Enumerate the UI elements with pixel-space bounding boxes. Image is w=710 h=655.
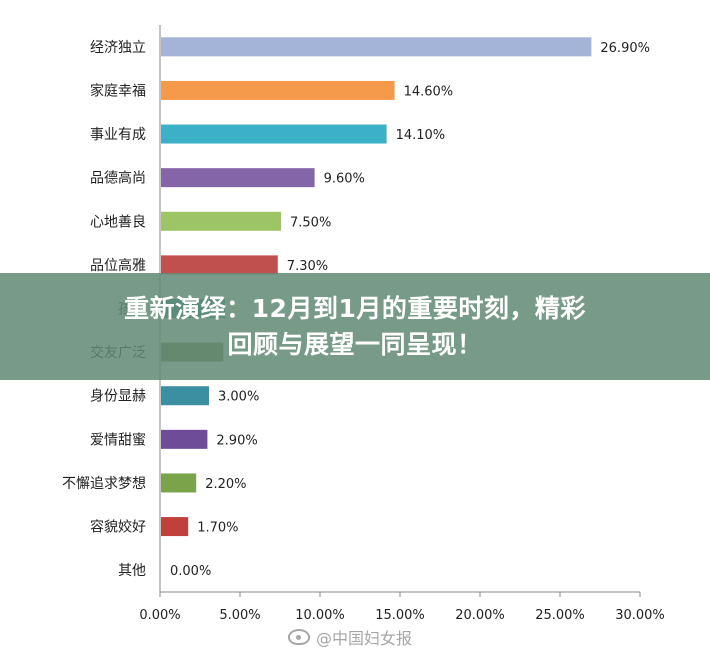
value-label-11: 2.20% (205, 477, 246, 492)
bar-10 (161, 429, 208, 449)
x-tick-label-2: 5.00% (219, 608, 260, 623)
value-label-10: 2.90% (216, 433, 257, 448)
value-label-3: 14.10% (396, 128, 446, 143)
value-label-13: 0.00% (170, 564, 211, 579)
banner-line-2: 回顾与展望一同呈现！ (227, 329, 483, 359)
watermark-text: @中国妇女报 (316, 629, 413, 648)
category-label-6: 品位高雅 (90, 257, 146, 274)
x-tick-label-3: 10.00% (295, 608, 345, 623)
x-tick-label-4: 15.00% (375, 608, 425, 623)
category-label-10: 爱情甜蜜 (90, 432, 146, 448)
value-label-1: 26.90% (600, 41, 650, 56)
category-label-9: 身份显赫 (90, 389, 146, 405)
value-label-4: 9.60% (324, 172, 365, 187)
category-label-1: 经济独立 (90, 40, 146, 56)
category-label-5: 心地善良 (90, 214, 146, 230)
value-label-5: 7.50% (290, 215, 331, 230)
watermark: @中国妇女报 (288, 626, 412, 648)
category-label-2: 家庭幸福 (90, 82, 146, 99)
x-tick-label-6: 25.00% (535, 608, 585, 623)
category-label-12: 容貌姣好 (90, 519, 146, 536)
bar-11 (161, 473, 197, 493)
bars-group: 经济独立 26.90% 家庭幸福 14.60% 事业有成 14.10% 品德高尚 9.60% 心… (62, 37, 650, 579)
x-tick-label-7: 30.00% (615, 608, 665, 623)
x-tick-label-5: 20.00% (455, 608, 505, 623)
banner-line-1: 重新演绎：12月到1月的重要时刻，精彩 (124, 293, 586, 323)
category-label-13: 其他 (118, 563, 146, 579)
bar-1 (161, 37, 592, 57)
category-label-11: 不懈追求梦想 (62, 475, 146, 492)
x-ticks-group: 0.00% 5.00% 10.00% 15.00% 20.00% 25.00% 30.00% (139, 592, 665, 623)
bar-12 (161, 517, 189, 537)
bar-6 (161, 255, 278, 275)
bar-3 (161, 124, 387, 144)
value-label-6: 7.30% (287, 259, 328, 274)
bar-4 (161, 168, 315, 188)
bar-5 (161, 211, 281, 231)
title-banner: 重新演绎：12月到1月的重要时刻，精彩 回顾与展望一同呈现！ (0, 273, 710, 380)
value-label-12: 1.70% (197, 521, 238, 536)
category-label-3: 事业有成 (90, 127, 146, 143)
value-label-2: 14.60% (404, 84, 454, 99)
category-label-4: 品德高尚 (90, 170, 146, 187)
value-label-9: 3.00% (218, 390, 259, 405)
weibo-icon (288, 629, 310, 645)
x-tick-label-1: 0.00% (139, 608, 180, 623)
bar-2 (161, 80, 395, 100)
bar-9 (161, 386, 209, 406)
